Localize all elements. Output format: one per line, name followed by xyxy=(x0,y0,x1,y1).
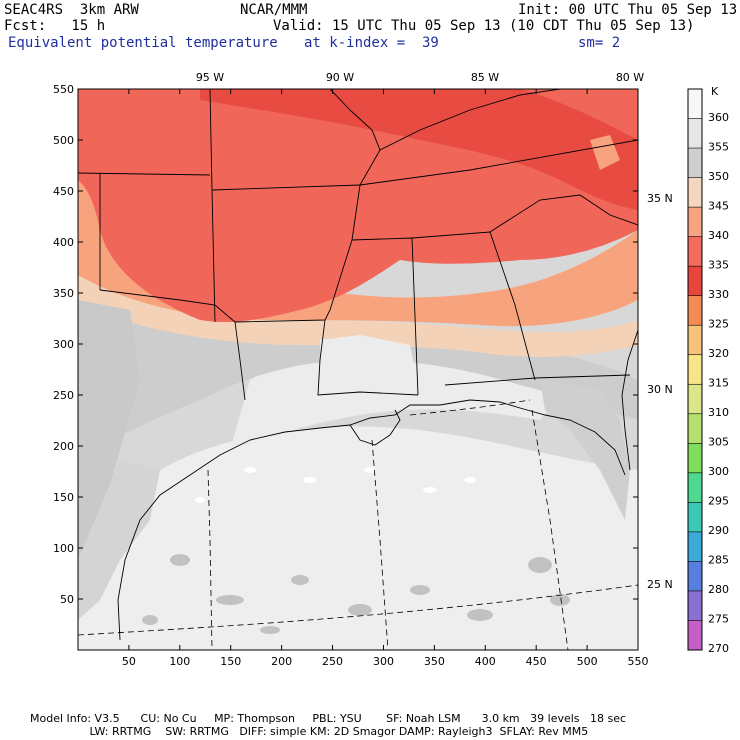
colorbar-label: 295 xyxy=(708,495,729,508)
colorbar-swatch xyxy=(688,118,702,149)
colorbar-label: 330 xyxy=(708,288,729,301)
x-tick-label: 550 xyxy=(628,655,649,668)
latitude-label: 30 N xyxy=(647,383,673,396)
colorbar-swatch xyxy=(688,295,702,326)
colorbar-label: 300 xyxy=(708,465,729,478)
x-tick-label: 150 xyxy=(220,655,241,668)
colorbar-label: 360 xyxy=(708,111,729,124)
colorbar-frame xyxy=(687,88,703,651)
x-tick-label: 500 xyxy=(577,655,598,668)
model-title: SEAC4RS 3km ARW xyxy=(4,2,139,18)
colorbar-label: 310 xyxy=(708,406,729,419)
colorbar-swatch xyxy=(688,590,702,621)
footer-model-info: Model Info: V3.5 CU: No Cu MP: Thompson … xyxy=(30,712,627,725)
x-tick-label: 400 xyxy=(475,655,496,668)
colorbar-swatch xyxy=(688,620,702,650)
colorbar-swatch xyxy=(688,472,702,503)
level-label: at k-index = 39 xyxy=(304,35,439,51)
y-tick-label: 200 xyxy=(53,440,74,453)
y-tick-label: 450 xyxy=(53,185,74,198)
forecast-hour: Fcst: 15 h xyxy=(4,18,106,34)
colorbar-label: 280 xyxy=(708,583,729,596)
y-tick-label: 550 xyxy=(53,83,74,96)
x-tick-label: 200 xyxy=(271,655,292,668)
y-tick-label: 400 xyxy=(53,236,74,249)
colorbar-label: 305 xyxy=(708,436,729,449)
plot-frame xyxy=(77,88,639,651)
smoothing-label: sm= 2 xyxy=(578,35,621,51)
longitude-label: 95 W xyxy=(196,71,224,84)
colorbar-label: 270 xyxy=(708,642,729,655)
colorbar-swatch xyxy=(688,207,702,237)
colorbar-swatch xyxy=(688,325,702,355)
org-label: NCAR/MMM xyxy=(240,2,308,18)
longitude-label: 90 W xyxy=(326,71,354,84)
colorbar-label: 275 xyxy=(708,613,729,626)
init-time: Init: 00 UTC Thu 05 Sep 13 xyxy=(518,2,738,18)
colorbar: 360 355 350 345 340 335 330 325 320 315 310 305 300 2… xyxy=(687,88,729,655)
field-name: Equivalent potential temperature xyxy=(8,35,278,51)
x-tick-label: 450 xyxy=(526,655,547,668)
colorbar-swatch xyxy=(688,413,702,444)
valid-time: Valid: 15 UTC Thu 05 Sep 13 (10 CDT Thu … xyxy=(273,18,695,34)
colorbar-label: 325 xyxy=(708,317,729,330)
colorbar-label: 355 xyxy=(708,140,729,153)
colorbar-label: 290 xyxy=(708,524,729,537)
colorbar-label: 320 xyxy=(708,347,729,360)
colorbar-swatch xyxy=(688,236,702,267)
colorbar-swatch xyxy=(688,266,702,296)
colorbar-label: 335 xyxy=(708,258,729,271)
colorbar-swatch xyxy=(688,148,702,178)
x-tick-label: 50 xyxy=(122,655,136,668)
footer-physics-info: LW: RRTMG SW: RRTMG DIFF: simple KM: 2D … xyxy=(30,725,589,738)
colorbar-label: 285 xyxy=(708,554,729,567)
x-tick-label: 100 xyxy=(169,655,190,668)
y-tick-label: 100 xyxy=(53,542,74,555)
colorbar-swatch xyxy=(688,502,702,532)
map-field xyxy=(78,89,638,650)
y-tick-label: 150 xyxy=(53,491,74,504)
x-tick-label: 250 xyxy=(322,655,343,668)
colorbar-label: 345 xyxy=(708,199,729,212)
colorbar-swatch xyxy=(688,561,702,591)
longitude-label: 80 W xyxy=(616,71,644,84)
colorbar-swatch xyxy=(688,177,702,208)
x-tick-label: 300 xyxy=(373,655,394,668)
latitude-label: 25 N xyxy=(647,578,673,591)
colorbar-swatch xyxy=(688,89,702,119)
colorbar-label: 350 xyxy=(708,170,729,183)
colorbar-swatch xyxy=(688,443,702,473)
x-tick-label: 350 xyxy=(424,655,445,668)
y-tick-label: 50 xyxy=(60,593,74,606)
latitude-label: 35 N xyxy=(647,192,673,205)
colorbar-label: 315 xyxy=(708,377,729,390)
y-tick-label: 500 xyxy=(53,134,74,147)
y-tick-label: 300 xyxy=(53,338,74,351)
colorbar-swatch xyxy=(688,384,702,414)
colorbar-unit: K xyxy=(711,85,719,98)
y-tick-label: 250 xyxy=(53,389,74,402)
longitude-label: 85 W xyxy=(471,71,499,84)
colorbar-swatch xyxy=(688,531,702,562)
colorbar-swatch xyxy=(688,354,702,385)
colorbar-label: 340 xyxy=(708,229,729,242)
y-tick-label: 350 xyxy=(53,287,74,300)
